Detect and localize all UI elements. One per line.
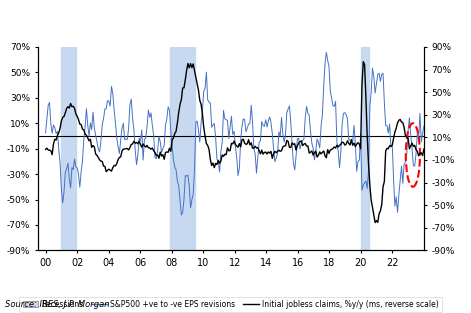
- Bar: [61, 47, 75, 250]
- Text: S&P 500 EPS revisions and jobless claims: S&P 500 EPS revisions and jobless claims: [5, 16, 296, 29]
- Text: Source: IBES, J.P. Morgan: Source: IBES, J.P. Morgan: [5, 300, 109, 309]
- Bar: [361, 47, 369, 250]
- Bar: [170, 47, 195, 250]
- Legend: Recessions, S&P500 +ve to -ve EPS revisions, Initial jobless claims, %y/y (ms, r: Recessions, S&P500 +ve to -ve EPS revisi…: [19, 297, 442, 312]
